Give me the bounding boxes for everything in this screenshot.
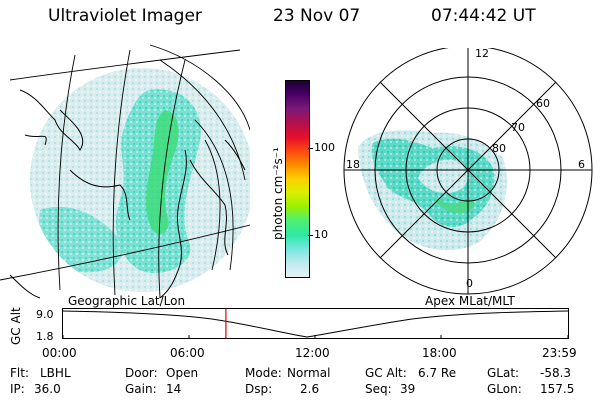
timeline-y-axis-label: GC Alt (9, 307, 23, 345)
timeline-y-tick-top: 9.0 (36, 308, 54, 321)
mlt-label-18: 18 (346, 158, 360, 171)
polar-aurora-bright (433, 198, 475, 214)
glat-value: -58.3 (540, 366, 572, 380)
timeline-plot (62, 308, 569, 339)
colorbar-label-10: 10 (314, 228, 328, 241)
gcalt-label: GC Alt: (365, 366, 407, 380)
gain-value: 14 (166, 382, 182, 396)
polar-grid (343, 48, 593, 295)
mlt-label-6: 6 (578, 158, 585, 171)
door-value: Open (166, 366, 199, 380)
seq-value: 39 (400, 382, 416, 396)
mlt-label-0: 0 (466, 277, 473, 290)
right-map-caption: Apex MLat/MLT (425, 294, 515, 308)
mode-label: Mode: (245, 366, 282, 380)
glon-value: 157.5 (540, 382, 575, 396)
seq-label: Seq: (365, 382, 392, 396)
glon-label: GLon: (487, 382, 522, 396)
left-map-caption: Geographic Lat/Lon (68, 294, 186, 308)
dsp-value: 2.6 (300, 382, 320, 396)
x-tick-1800: 18:00 (422, 346, 457, 360)
colorbar (285, 80, 310, 278)
mlat-label-80: 80 (492, 142, 506, 155)
door-label: Door: (125, 366, 158, 380)
x-tick-1200: 12:00 (295, 346, 330, 360)
mlat-label-60: 60 (536, 97, 550, 110)
x-tick-2359: 23:59 (542, 346, 577, 360)
colorbar-unit-label: photon cm⁻²s⁻¹ (271, 147, 285, 240)
left-map-grid (0, 44, 250, 299)
left-map-coastlines (9, 89, 246, 299)
altitude-curve (62, 310, 569, 338)
x-tick-0000: 00:00 (42, 346, 77, 360)
mlat-label-70: 70 (511, 121, 525, 134)
ip-label: IP: (10, 382, 25, 396)
mode-value: Normal (287, 366, 331, 380)
timeline-y-tick-bottom: 1.8 (36, 330, 54, 343)
glat-label: GLat: (487, 366, 520, 380)
ip-value: 36.0 (34, 382, 61, 396)
colorbar-gradient (286, 81, 309, 277)
flt-label: Flt: (10, 366, 29, 380)
dsp-label: Dsp: (245, 382, 273, 396)
left-aurora-lower (39, 206, 123, 273)
instrument-title: Ultraviolet Imager (48, 6, 202, 26)
colorbar-label-100: 100 (314, 141, 335, 154)
time-label: 07:44:42 UT (431, 6, 536, 26)
flt-value: LBHL (40, 366, 71, 380)
gcalt-value: 6.7 Re (418, 366, 457, 380)
left-aurora-core (146, 110, 179, 234)
gain-label: Gain: (125, 382, 157, 396)
date-label: 23 Nov 07 (273, 6, 361, 26)
mlt-label-12: 12 (475, 47, 489, 60)
geographic-map (0, 44, 250, 299)
polar-map (343, 48, 593, 295)
x-tick-0600: 06:00 (170, 346, 205, 360)
timeline-ticks (62, 335, 569, 339)
colorbar-tick-10 (308, 235, 313, 236)
colorbar-tick-100 (308, 148, 313, 149)
